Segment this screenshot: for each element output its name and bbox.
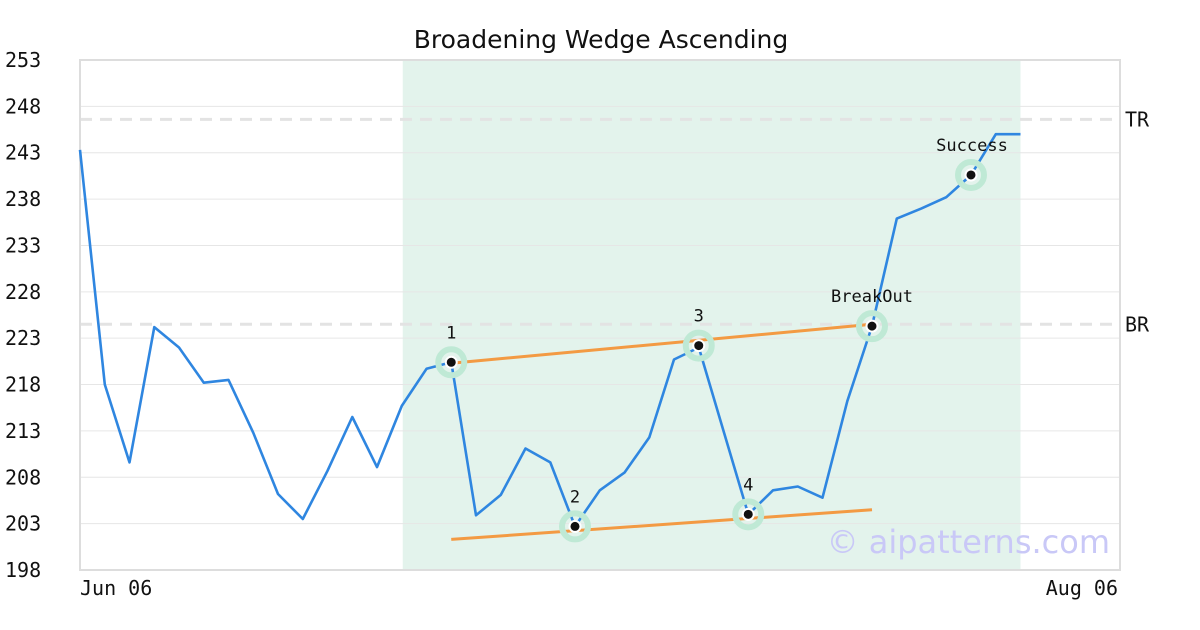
annotation-dot [865, 319, 879, 333]
price-series-group [78, 132, 1021, 528]
trendline [451, 322, 873, 365]
watermark: © aipatterns.com [827, 523, 1110, 561]
y-tick-label: 238 [5, 187, 41, 211]
annotation-label: 4 [743, 475, 753, 495]
x-tick-label: Aug 06 [1046, 576, 1118, 600]
y-axis: 198 203 208 213 218 223 228 233 238 243 248 253 [5, 48, 41, 582]
y-tick-label: 253 [5, 48, 41, 72]
annotation-label: 3 [694, 307, 704, 327]
annotation-halo [856, 310, 888, 343]
y-tick-label: 233 [5, 233, 41, 257]
annotation-halo [435, 346, 468, 379]
annotation-label: 1 [446, 323, 456, 343]
annotation-label: BreakOut [831, 287, 913, 307]
chart-title: Broadening Wedge Ascending [414, 25, 789, 54]
x-tick-label: Jun 06 [80, 576, 152, 600]
level-lines-group: TR BR [80, 107, 1150, 336]
level-label: BR [1125, 312, 1150, 336]
annotation-dot [692, 339, 706, 353]
x-axis: Jun 06 Aug 06 [80, 576, 1118, 600]
annotation-halo [732, 498, 765, 531]
price-line [78, 132, 1021, 528]
y-tick-label: 218 [5, 373, 41, 397]
annotation-label: Success [936, 136, 1008, 156]
y-tick-label: 203 [5, 512, 41, 536]
highlight-region-group [402, 60, 1021, 570]
y-tick-label: 248 [5, 94, 41, 118]
trendlines-group [451, 322, 873, 541]
trendline [451, 508, 873, 541]
annotation-halo [955, 158, 987, 191]
y-tick-label: 223 [5, 326, 41, 350]
annotation-dot [964, 168, 978, 182]
y-tick-label: 198 [5, 558, 41, 582]
level-label: TR [1125, 107, 1150, 131]
annotation-dot [444, 355, 458, 369]
annotation-label: 2 [570, 487, 580, 507]
annotation-halo [559, 510, 591, 543]
y-tick-label: 228 [5, 280, 41, 304]
y-tick-label: 213 [5, 419, 41, 443]
y-tick-label: 243 [5, 141, 41, 165]
y-tick-label: 208 [5, 465, 41, 489]
pattern-highlight-region [402, 60, 1021, 570]
annotations-group: 1 2 3 4 BreakOut Success [435, 136, 1008, 543]
annotation-dot [741, 507, 755, 521]
annotation-dot [568, 519, 582, 533]
plot-frame [79, 59, 1121, 571]
annotation-halo [682, 329, 715, 362]
